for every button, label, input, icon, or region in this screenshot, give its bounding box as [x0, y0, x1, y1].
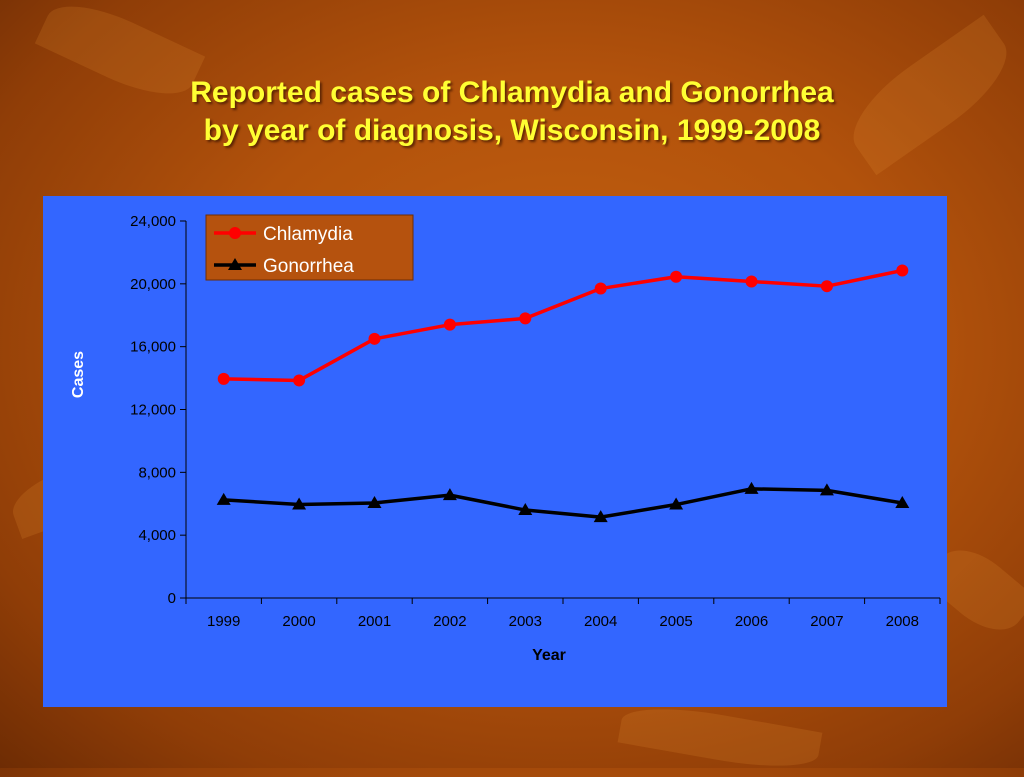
- gonorrhea-data-point: [744, 481, 759, 494]
- y-tick-label: 12,000: [130, 402, 176, 419]
- y-tick-label: 0: [168, 590, 176, 607]
- gonorrhea-series-line: [223, 487, 903, 519]
- gonorrhea-legend-marker: [228, 258, 242, 270]
- gonorrhea-legend-label: Gonorrhea: [263, 256, 354, 277]
- chlamydia-data-point: [293, 374, 306, 387]
- x-axis-title: Year: [532, 647, 566, 664]
- y-tick-label: 8,000: [138, 464, 176, 481]
- x-tick-label: 2000: [282, 613, 315, 630]
- chlamydia-data-point: [217, 372, 230, 385]
- title-line-1: Reported cases of Chlamydia and Gonorrhe…: [190, 76, 834, 109]
- y-tick-label: 24,000: [130, 213, 176, 230]
- x-tick-label: 2006: [735, 613, 768, 630]
- gonorrhea-data-point: [292, 497, 307, 510]
- chlamydia-legend-label: Chlamydia: [263, 224, 353, 245]
- x-tick-label: 2005: [659, 613, 692, 630]
- gonorrhea-data-point: [593, 510, 608, 523]
- chlamydia-data-point: [896, 264, 909, 277]
- chart-panel: 0 4,000 8,000 12,000 16,000 20,000 24,000 1999 2…: [43, 196, 947, 707]
- gonorrhea-data-point: [367, 495, 382, 508]
- x-tick-label: 2001: [358, 613, 391, 630]
- chlamydia-data-point: [745, 275, 758, 288]
- chlamydia-data-point: [670, 270, 683, 283]
- chlamydia-data-point: [820, 280, 833, 293]
- line-chart: 0 4,000 8,000 12,000 16,000 20,000 24,000 1999 2…: [70, 213, 941, 664]
- y-tick-label: 20,000: [130, 276, 176, 293]
- x-tick-label: 2003: [509, 613, 542, 630]
- y-tick-label: 4,000: [138, 527, 176, 544]
- chlamydia-data-point: [443, 318, 456, 331]
- y-axis-title: Cases: [70, 351, 87, 398]
- gonorrhea-data-point: [819, 483, 834, 496]
- chlamydia-data-point: [594, 282, 607, 295]
- x-tick-label: 2004: [584, 613, 617, 630]
- chlamydia-legend-marker: [229, 227, 241, 239]
- slide-title: Reported cases of Chlamydia and Gonorrhe…: [0, 74, 1024, 150]
- x-tick-label: 2007: [810, 613, 843, 630]
- background-leaf: [617, 697, 823, 777]
- chlamydia-series-line: [223, 268, 903, 383]
- gonorrhea-data-point: [669, 497, 684, 510]
- chlamydia-data-point: [519, 312, 532, 325]
- gonorrhea-data-point: [895, 495, 910, 508]
- y-tick-label: 16,000: [130, 339, 176, 356]
- x-tick-label: 2008: [886, 613, 919, 630]
- title-line-2: by year of diagnosis, Wisconsin, 1999-20…: [203, 114, 821, 147]
- x-tick-label: 1999: [207, 613, 240, 630]
- gonorrhea-data-point: [518, 503, 533, 516]
- x-tick-label: 2002: [433, 613, 466, 630]
- chlamydia-data-point: [368, 332, 381, 345]
- gonorrhea-data-point: [442, 488, 457, 501]
- gonorrhea-data-point: [216, 492, 231, 505]
